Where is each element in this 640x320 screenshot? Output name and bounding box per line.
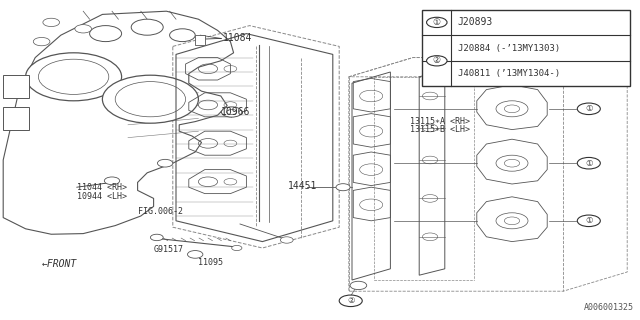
Text: J20893: J20893 xyxy=(458,17,493,28)
Text: J40811 (’13MY1304-): J40811 (’13MY1304-) xyxy=(458,69,560,78)
Text: ①: ① xyxy=(433,18,441,27)
Text: 13115∗A <RH>: 13115∗A <RH> xyxy=(410,117,470,126)
Circle shape xyxy=(221,107,242,117)
Text: FIG.006-2: FIG.006-2 xyxy=(138,207,182,216)
Text: 13115∗B <LH>: 13115∗B <LH> xyxy=(410,125,470,134)
Text: ①: ① xyxy=(585,104,593,113)
Text: 10966: 10966 xyxy=(221,107,250,117)
Text: ①: ① xyxy=(585,216,593,225)
Text: 10944 <LH>: 10944 <LH> xyxy=(77,192,127,201)
Text: ①: ① xyxy=(585,159,593,168)
Bar xyxy=(3,107,29,130)
Text: A006001325: A006001325 xyxy=(584,303,634,312)
Text: 11095: 11095 xyxy=(198,258,223,267)
Circle shape xyxy=(188,251,203,258)
Text: ←FRONT: ←FRONT xyxy=(42,259,77,269)
Circle shape xyxy=(232,245,242,251)
Bar xyxy=(422,10,630,86)
Circle shape xyxy=(150,234,163,241)
Circle shape xyxy=(577,157,600,169)
Circle shape xyxy=(427,17,447,28)
Circle shape xyxy=(577,215,600,227)
Circle shape xyxy=(339,295,362,307)
Circle shape xyxy=(26,53,122,101)
Text: J20884 (-’13MY1303): J20884 (-’13MY1303) xyxy=(458,44,560,52)
Circle shape xyxy=(75,25,92,33)
Circle shape xyxy=(157,159,173,167)
Text: 14451: 14451 xyxy=(288,180,317,191)
Circle shape xyxy=(104,177,120,185)
Circle shape xyxy=(33,37,50,46)
Text: 11084: 11084 xyxy=(223,33,252,44)
Circle shape xyxy=(350,281,367,290)
Text: ②: ② xyxy=(433,56,441,65)
Circle shape xyxy=(170,29,195,42)
Text: 11044 <RH>: 11044 <RH> xyxy=(77,183,127,192)
Text: ②: ② xyxy=(347,296,355,305)
Circle shape xyxy=(102,75,198,123)
Circle shape xyxy=(43,18,60,27)
Polygon shape xyxy=(3,11,234,234)
Bar xyxy=(195,35,205,45)
Text: G91517: G91517 xyxy=(154,245,184,254)
Circle shape xyxy=(427,56,447,66)
Circle shape xyxy=(280,237,293,243)
Circle shape xyxy=(336,184,350,191)
Bar xyxy=(3,75,29,98)
Circle shape xyxy=(577,103,600,115)
Circle shape xyxy=(90,26,122,42)
Circle shape xyxy=(131,19,163,35)
